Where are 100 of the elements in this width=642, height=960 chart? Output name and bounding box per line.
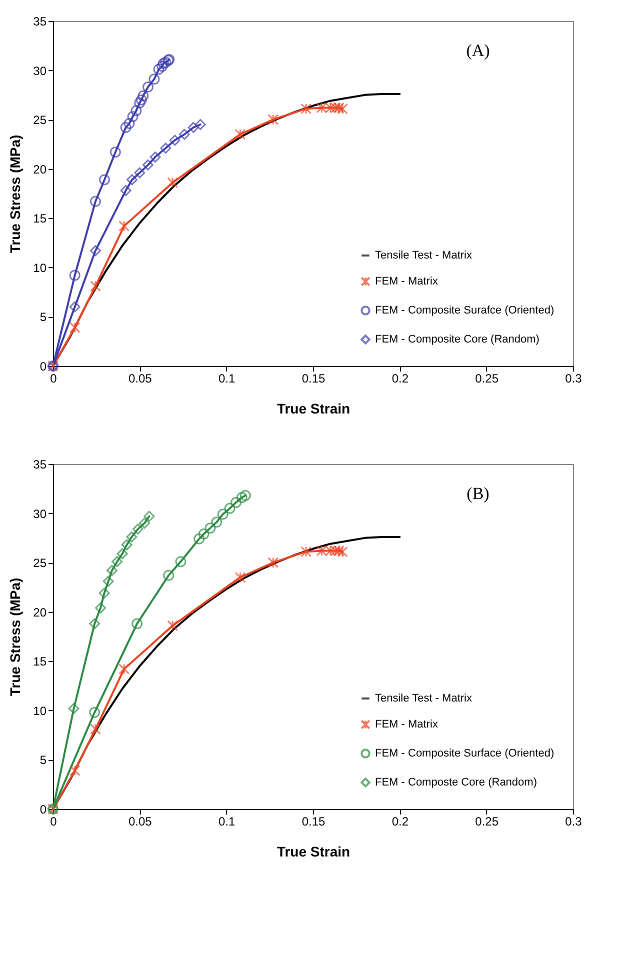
y-tick-label: 10 [33, 704, 47, 718]
point [110, 146, 121, 158]
x-axis-title: True Strain [276, 400, 350, 416]
legend-label: FEM - Composte Core (Random) [375, 776, 537, 788]
point [167, 620, 178, 632]
point [69, 270, 80, 281]
point [158, 58, 169, 69]
point [142, 82, 154, 93]
point [316, 102, 328, 114]
point [69, 301, 80, 312]
legend-label: FEM - Composite Core (Random) [375, 334, 540, 346]
point [300, 546, 312, 558]
point [268, 114, 279, 126]
point [144, 510, 155, 522]
point [224, 502, 236, 514]
point [198, 528, 210, 540]
y-tick-label: 5 [40, 753, 47, 768]
y-axis-title: True Stress (MPa) [7, 134, 24, 254]
point [160, 142, 172, 154]
point [90, 280, 101, 292]
x-tick-label: 0.2 [392, 814, 409, 828]
point [300, 103, 312, 114]
point [163, 570, 174, 581]
point [324, 102, 336, 114]
x-tick-label: 0.15 [302, 372, 326, 386]
x-tick-label: 0.1 [218, 372, 236, 386]
point [102, 576, 114, 587]
point [130, 105, 142, 116]
point [132, 524, 144, 535]
y-tick-label: 15 [33, 654, 47, 669]
point [95, 602, 106, 614]
point [98, 174, 110, 186]
point [89, 618, 100, 630]
point [234, 572, 246, 583]
point [316, 545, 328, 556]
point [89, 706, 100, 718]
legend-label: FEM - Composite Surafce (Oriented) [375, 304, 554, 316]
x-tick-label: 0.25 [475, 814, 499, 828]
x-tick-label: 0.2 [392, 372, 409, 386]
legend-label: Tensile Test - Matrix [375, 250, 472, 262]
point [98, 588, 110, 599]
y-tick-label: 35 [33, 14, 47, 28]
point [336, 103, 348, 114]
point [121, 539, 132, 550]
y-tick-label: 10 [33, 260, 47, 275]
x-tick-label: 0.25 [475, 372, 499, 386]
y-tick-label: 5 [40, 310, 47, 324]
y-tick-label: 30 [33, 64, 47, 78]
point [178, 128, 190, 140]
point [330, 102, 342, 114]
point [153, 64, 164, 75]
y-tick-label: 25 [33, 556, 47, 570]
x-tick-label: 0 [50, 814, 58, 828]
point [334, 545, 344, 556]
point [134, 167, 146, 178]
point [194, 533, 205, 544]
y-tick-label: 30 [33, 506, 47, 521]
point [194, 119, 206, 130]
point [156, 60, 168, 72]
point [132, 618, 143, 630]
y-tick-label: 25 [33, 113, 47, 128]
point [126, 174, 138, 186]
x-axis-title: True Strain [276, 844, 350, 860]
point [336, 546, 348, 558]
point [211, 516, 222, 528]
point [142, 159, 154, 170]
point [148, 74, 160, 85]
x-tick-label: 0.3 [565, 814, 582, 828]
point [204, 522, 216, 534]
y-tick-label: 20 [33, 605, 47, 620]
x-tick-label: 0.15 [302, 814, 326, 828]
point [167, 177, 178, 188]
point [69, 765, 80, 776]
y-tick-label: 0 [40, 360, 47, 374]
point [116, 548, 128, 560]
legend-label: FEM - Matrix [375, 718, 438, 730]
x-tick-label: 0.05 [128, 814, 152, 828]
point [90, 196, 101, 207]
point [90, 245, 101, 256]
point [118, 220, 130, 232]
point [136, 94, 147, 106]
point [234, 128, 246, 140]
annotation: (A) [466, 41, 490, 60]
x-tick-label: 0.05 [128, 372, 152, 386]
point [126, 531, 138, 542]
point [106, 564, 118, 576]
point [330, 545, 342, 556]
y-tick-label: 20 [33, 162, 47, 176]
point [134, 97, 146, 108]
point [124, 118, 135, 129]
point [90, 724, 101, 735]
point [112, 556, 123, 568]
point [69, 322, 80, 334]
point [217, 508, 228, 520]
point [127, 111, 138, 122]
point [169, 134, 180, 146]
point [240, 490, 251, 502]
x-tick-label: 0.3 [565, 372, 582, 386]
point [150, 152, 161, 163]
point [268, 557, 279, 568]
